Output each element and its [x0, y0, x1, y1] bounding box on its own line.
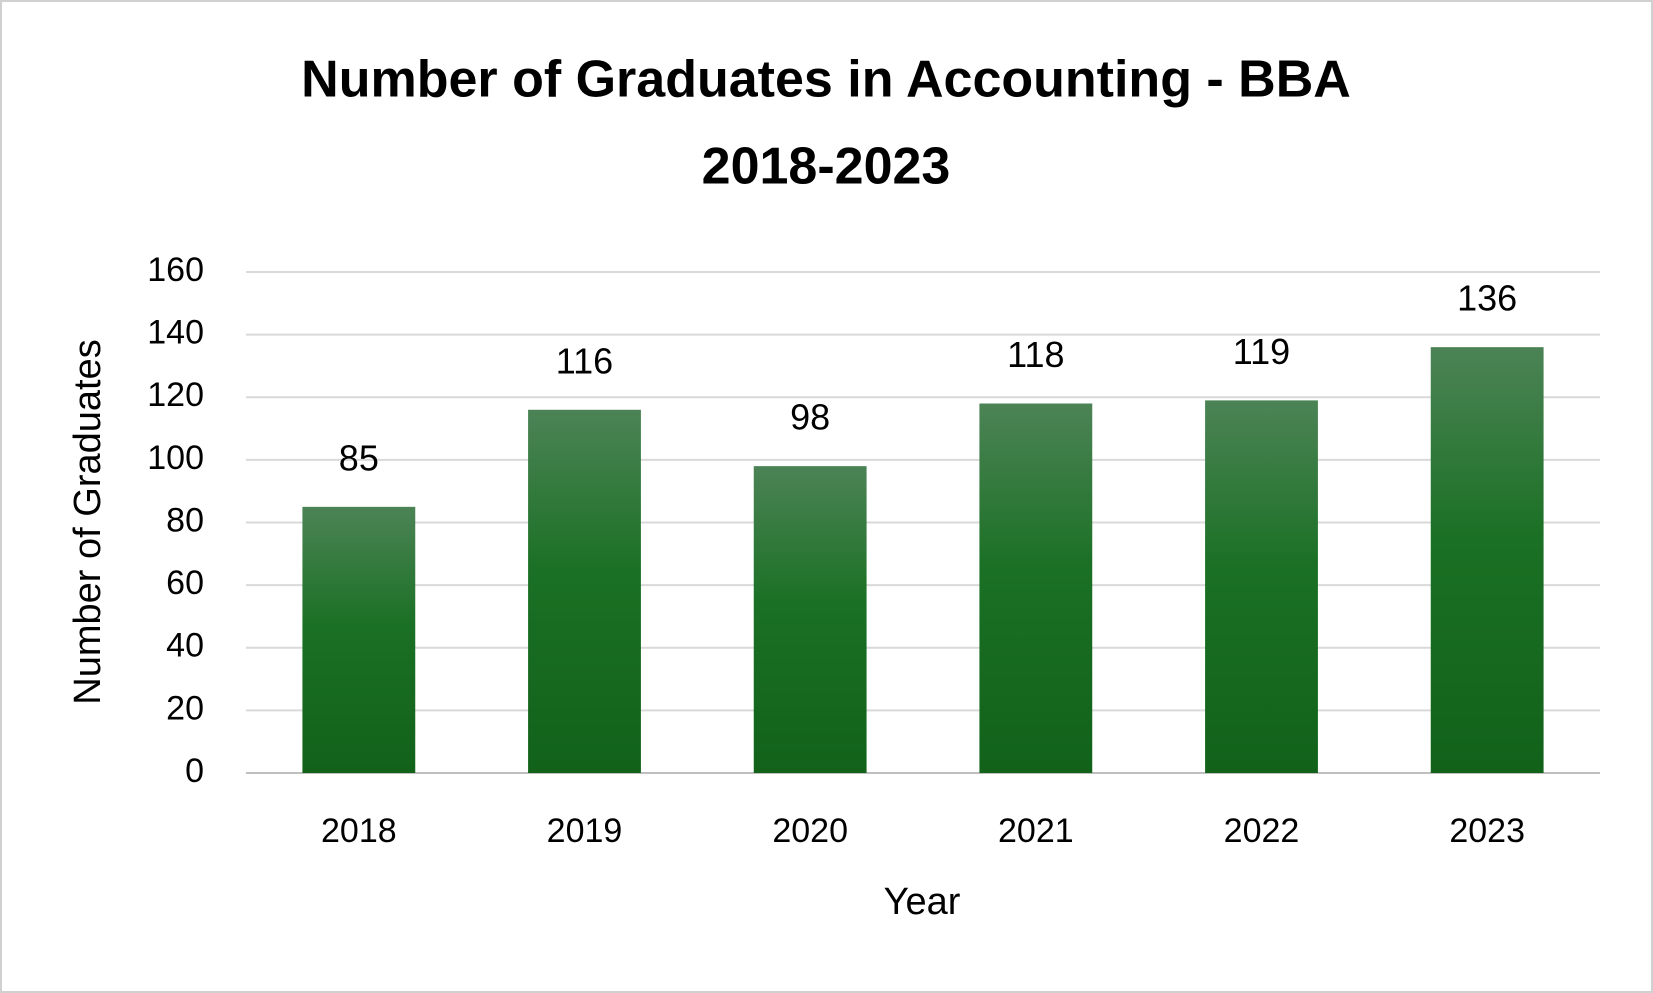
- value-label: 98: [790, 397, 830, 438]
- bar: [1430, 347, 1544, 773]
- bar: [1205, 400, 1318, 773]
- x-tick-label: 2022: [1224, 812, 1300, 850]
- y-tick-label: 40: [166, 627, 204, 665]
- value-label: 136: [1457, 278, 1517, 319]
- x-tick-label: 2018: [321, 812, 397, 850]
- y-tick-label: 100: [147, 439, 204, 477]
- y-tick-label: 0: [185, 752, 204, 790]
- x-axis-title: Year: [884, 881, 961, 923]
- chart-title: 2018-2023: [702, 138, 951, 196]
- x-tick-label: 2020: [772, 812, 848, 850]
- value-label: 118: [1007, 334, 1064, 375]
- y-tick-label: 120: [147, 376, 204, 414]
- y-tick-label: 60: [166, 564, 204, 602]
- bar: [979, 403, 1093, 773]
- y-tick-label: 20: [166, 689, 204, 727]
- y-axis-title: Number of Graduates: [67, 339, 109, 704]
- bar: [528, 409, 641, 773]
- x-tick-label: 2023: [1449, 812, 1525, 850]
- bar: [753, 466, 867, 773]
- x-tick-label: 2019: [547, 812, 623, 850]
- value-label: 119: [1233, 331, 1290, 372]
- chart-title: Number of Graduates in Accounting - BBA: [301, 51, 1351, 109]
- value-label: 116: [556, 340, 613, 381]
- x-tick-label: 2021: [998, 812, 1074, 850]
- bar: [302, 506, 416, 773]
- value-label: 85: [339, 437, 379, 478]
- y-tick-label: 80: [166, 501, 204, 539]
- y-tick-label: 160: [147, 251, 204, 289]
- y-tick-label: 140: [147, 314, 204, 352]
